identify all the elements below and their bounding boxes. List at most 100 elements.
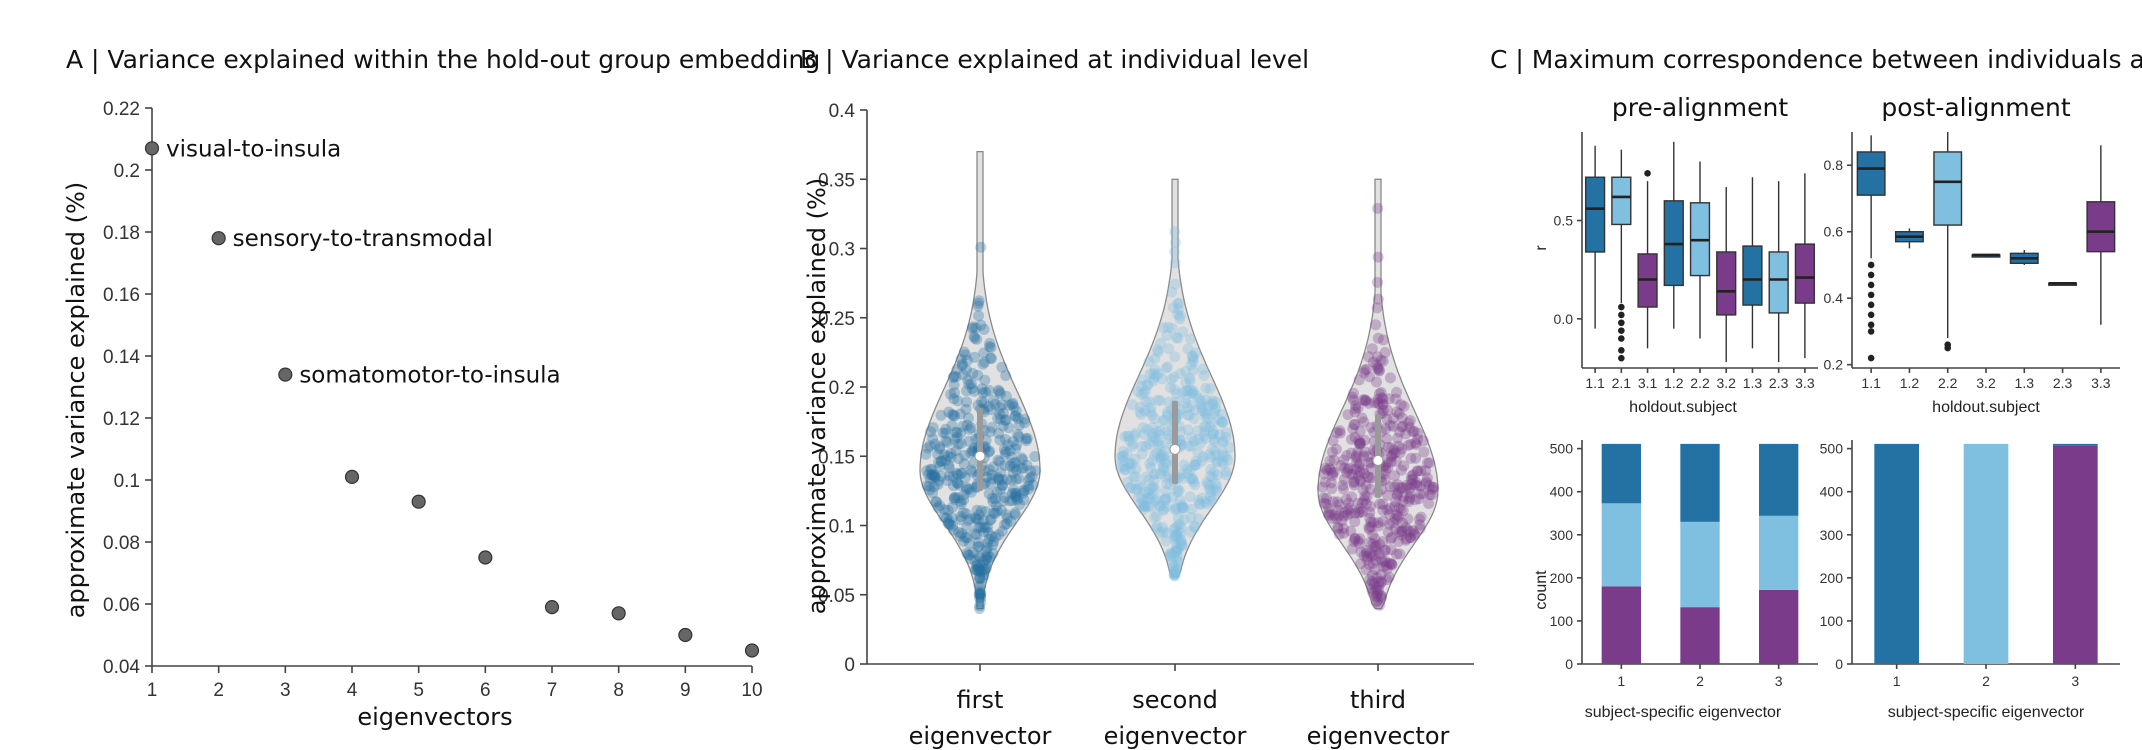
x-tick-label: eigenvector [1307,722,1450,750]
violin-point [1152,394,1164,406]
violin-point [961,482,973,494]
violin-point [996,479,1008,491]
violin-point [959,472,971,484]
violin-point [1020,435,1032,447]
violin-point [984,337,996,349]
violin-point [1358,416,1370,428]
violin-point [947,524,959,536]
violin-point [1381,433,1393,445]
x-tick-label: 2.2 [1938,375,1958,391]
violin-point [969,512,981,524]
violin-point [1387,420,1399,432]
violin-point [1194,498,1206,510]
violin-point [1115,462,1127,474]
violin-point [1145,402,1157,414]
violin-point [1160,471,1171,483]
violin-point [1164,550,1176,562]
violin-point [1224,441,1236,453]
violin-point [935,455,947,467]
pre-alignment-count-bars: 0 100 200 300 400 500 1 2 3 [1550,440,1818,689]
box [1611,176,1632,226]
violin-point [1373,548,1385,560]
violin-point [1388,444,1400,456]
violin-point [947,520,959,532]
violin-point [1373,576,1385,588]
violin-point [1377,556,1389,568]
violin-point [1167,561,1179,573]
violin-point [1381,413,1393,425]
violin-point [1361,554,1373,566]
violin-point [927,487,939,499]
violin-point [974,566,986,578]
violin-point [1412,465,1424,477]
violin-point [1320,498,1332,510]
violin-point [1355,558,1367,570]
violin-point [980,506,992,517]
violin-point [1398,460,1410,472]
y-tick-label: 0.18 [103,223,140,244]
box-outlier [1867,301,1875,309]
violin-point [1408,528,1420,540]
violin-point [1377,398,1389,410]
violin-point [1200,432,1212,444]
violin-point [988,461,999,473]
violin-point [1398,400,1410,412]
violin-point [1369,397,1380,409]
violin-point [1384,503,1396,514]
violin-point [946,409,958,420]
violin-point [935,409,947,421]
violin-point [1414,519,1426,531]
violin-point [1175,468,1187,480]
violin-point [1404,491,1416,503]
violin-point [1195,498,1207,510]
violin-point [974,559,985,571]
violin-point [972,522,984,534]
violin-point [1333,499,1345,511]
violin-point [1185,512,1197,523]
violin-point [1171,528,1183,540]
violin-point [1333,528,1345,540]
violin-point [980,559,991,571]
violin-point [1121,448,1133,460]
violin-point [1155,468,1167,480]
x-tick-label: 1.3 [2015,375,2035,391]
y-tick-label: 100 [1550,613,1574,629]
violin-point [1165,550,1177,562]
violin-point [1154,451,1166,462]
violin-point [1010,410,1022,422]
violin-point [1368,578,1380,589]
violin-point [953,453,965,465]
violin-point [1358,494,1370,506]
violin-point [1124,462,1136,474]
box [1856,151,1886,196]
violin-point [1349,431,1361,443]
violin-point [1169,257,1181,269]
violin-point [987,496,999,508]
violin-point [973,563,985,575]
violin-point [940,454,951,466]
violin-point [985,404,997,416]
violin-point [1172,308,1184,320]
violin-point [1401,533,1413,545]
violin-point [1369,533,1381,545]
pre-alignment-subtitle: pre-alignment [1612,93,1789,122]
y-tick-label: 500 [1820,441,1844,457]
violin-point [974,586,986,598]
violin-point [1400,522,1412,534]
violin-point [1385,442,1397,454]
violin-point [1211,485,1223,497]
violin-point [1372,251,1384,263]
violin-point [1009,507,1021,519]
violin-point [1143,438,1155,450]
violin-point [999,414,1011,426]
violin-point [1141,379,1153,391]
violin-point [935,470,947,482]
violin-point [1163,469,1175,481]
violin-point [1149,468,1161,480]
violin-point [973,310,985,322]
violin-point [1424,489,1436,501]
violin-point [994,408,1006,420]
violin-point [1176,387,1188,399]
violin-point [1169,560,1181,572]
violin-point [1412,433,1424,445]
